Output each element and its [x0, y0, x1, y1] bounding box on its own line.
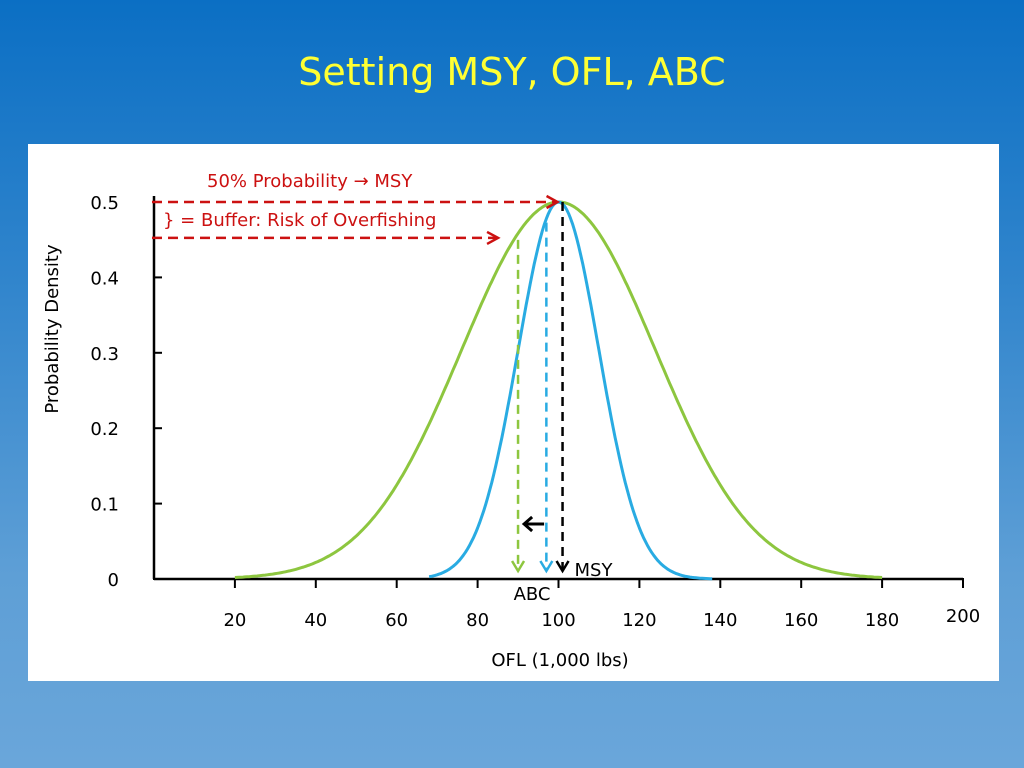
y-axis-label: Probability Density: [42, 244, 63, 414]
wide-distribution-curve: [234, 200, 883, 579]
msy-arrowhead: [555, 560, 570, 574]
buffer-arrowhead: [486, 230, 501, 246]
y-tick-label: 0: [108, 570, 119, 591]
probability-label: 50% Probability → MSY: [207, 171, 413, 192]
abc-narrow-arrowhead: [539, 560, 554, 574]
annotations: 50% Probability → MSY } = Buffer: Risk of…: [152, 171, 561, 246]
x-tick-label: 40: [304, 610, 327, 631]
x-tick-label: 180: [865, 610, 899, 631]
abc-label: ABC: [514, 584, 551, 605]
x-tick-label: 140: [703, 610, 737, 631]
x-tick-label: 80: [466, 610, 489, 631]
abc-wide-arrowhead: [510, 560, 526, 574]
axis-ticks: 0 0.1 0.2 0.3 0.4 0.5 20 40 60 80 100 120 140 160 180 2…: [90, 193, 980, 631]
reference-markers: MSY ABC: [510, 202, 614, 605]
y-tick-label: 0.1: [90, 495, 119, 516]
x-tick-label: 200: [946, 606, 980, 627]
x-tick-label: 120: [622, 610, 656, 631]
y-tick-label: 0.5: [90, 193, 119, 214]
x-tick-label: 160: [784, 610, 818, 631]
x-tick-label: 60: [385, 610, 408, 631]
slide-title: Setting MSY, OFL, ABC: [298, 50, 726, 94]
msy-label: MSY: [575, 560, 614, 581]
y-tick-label: 0.4: [90, 268, 119, 289]
probability-arrowhead: [545, 194, 561, 210]
buffer-label: } = Buffer: Risk of Overfishing: [163, 210, 436, 231]
y-tick-label: 0.3: [90, 344, 119, 365]
y-tick-label: 0.2: [90, 419, 119, 440]
shift-arrow-head: [521, 515, 534, 533]
axes: [152, 196, 963, 581]
chart-panel: 0 0.1 0.2 0.3 0.4 0.5 20 40 60 80 100 120 140 160 180 2…: [28, 144, 999, 681]
distribution-curves: [234, 200, 883, 581]
ofl-distribution-chart: 0 0.1 0.2 0.3 0.4 0.5 20 40 60 80 100 120 140 160 180 2…: [42, 171, 980, 671]
narrow-distribution-curve: [428, 200, 713, 581]
x-tick-label: 20: [223, 610, 246, 631]
x-axis-label: OFL (1,000 lbs): [491, 650, 628, 671]
x-tick-label: 100: [541, 610, 575, 631]
